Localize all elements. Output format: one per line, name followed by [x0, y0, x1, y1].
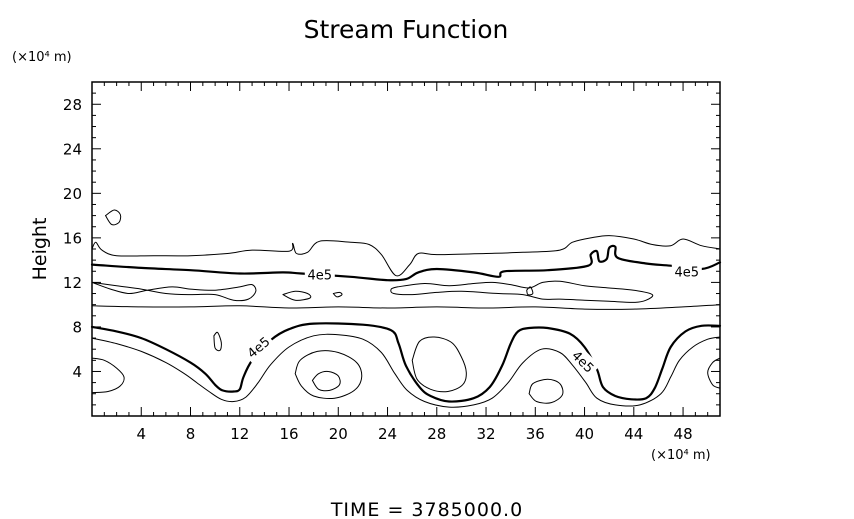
contour-line-3 — [91, 281, 257, 302]
x-tick-label: 4 — [137, 425, 147, 443]
contour-line-6 — [91, 333, 721, 408]
contour-line-9 — [294, 350, 363, 400]
y-axis-label: Height — [29, 218, 51, 281]
contour-line-15 — [332, 291, 343, 298]
y-tick-label: 4 — [72, 363, 82, 381]
x-tick-label: 44 — [624, 425, 643, 443]
contour-line-5 — [91, 304, 721, 310]
contour-line-2 — [91, 235, 721, 277]
y-tick-label: 16 — [63, 229, 82, 247]
chart-title: Stream Function — [304, 15, 509, 44]
y-tick-label: 12 — [63, 274, 82, 292]
contour-labels: 4e5 4e5 4e5 4e5 — [240, 262, 702, 378]
x-tick-label: 36 — [526, 425, 545, 443]
contour-label-0: 4e5 — [304, 265, 335, 284]
x-tick-label: 32 — [476, 425, 495, 443]
contour-label-bg — [304, 265, 335, 283]
contour-label-1: 4e5 — [671, 262, 702, 280]
plot-frame — [91, 81, 721, 417]
contour-label-bg — [567, 344, 601, 378]
x-tick-label: 40 — [575, 425, 594, 443]
contour-lines — [90, 209, 722, 408]
x-tick-label: 8 — [186, 425, 196, 443]
contour-line-17 — [526, 286, 534, 296]
y-tick-label: 20 — [63, 185, 82, 203]
x-tick-label: 28 — [427, 425, 446, 443]
contour-line-7 — [91, 357, 125, 394]
contour-line-11 — [411, 336, 467, 393]
x-tick-label: 48 — [674, 425, 693, 443]
contour-line-4e5-0 — [90, 244, 722, 282]
x-axis-unit: (×10⁴ m) — [651, 448, 711, 463]
contour-line-16 — [213, 331, 222, 352]
contour-line-4 — [390, 280, 654, 303]
contour-line-10 — [311, 370, 341, 392]
contour-line-12 — [528, 378, 564, 404]
contour-label-bg — [240, 330, 275, 363]
contour-line-4e5-1 — [90, 322, 722, 403]
x-tick-label: 20 — [329, 425, 348, 443]
y-tick-labels: 4 8 12 16 20 24 28 — [63, 96, 82, 381]
contour-label-text: 4e5 — [675, 265, 700, 280]
contour-label-bg — [671, 262, 702, 280]
contour-line-14 — [282, 290, 312, 301]
y-tick-label: 24 — [63, 140, 82, 158]
contour-label-2: 4e5 — [240, 330, 275, 363]
x-tick-labels: 4 8 12 16 20 24 28 32 36 40 44 48 — [137, 425, 693, 443]
y-axis-unit: (×10⁴ m) — [12, 50, 72, 65]
contour-label-3: 4e5 — [567, 344, 601, 378]
x-tick-label: 12 — [230, 425, 249, 443]
x-tick-label: 16 — [279, 425, 298, 443]
y-tick-label: 28 — [63, 96, 82, 114]
contour-label-text: 4e5 — [308, 269, 333, 284]
x-tick-label: 24 — [378, 425, 397, 443]
contour-line-13 — [105, 209, 122, 226]
time-readout: TIME = 3785000.0 — [330, 499, 523, 519]
y-tick-label: 8 — [72, 318, 82, 336]
contour-line-8 — [707, 357, 721, 389]
